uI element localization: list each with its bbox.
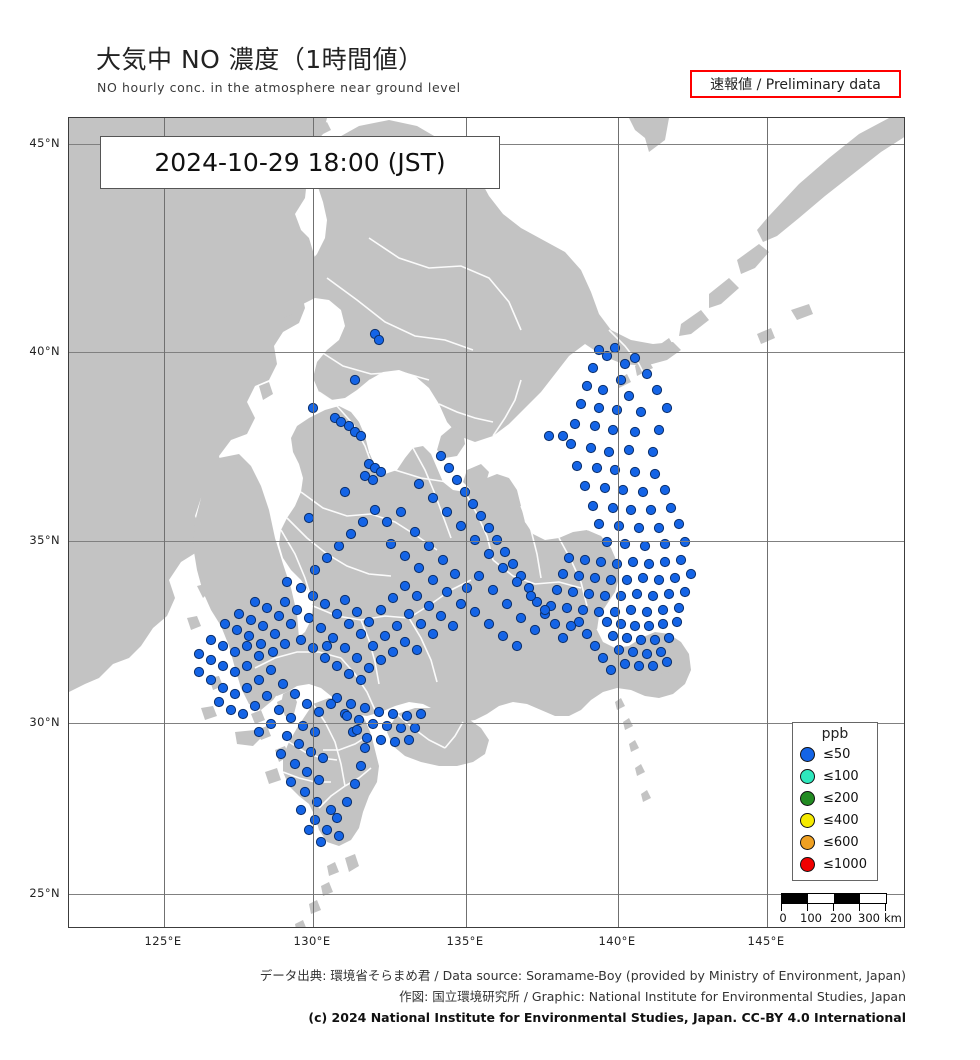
scale-label-unit: km xyxy=(884,911,902,925)
footer: データ出典: 環境省そらまめ君 / Data source: Soramame-… xyxy=(0,965,980,1028)
map-plot-area[interactable] xyxy=(68,117,905,928)
tick-lat-minor xyxy=(68,228,69,229)
tick-lat-35 xyxy=(68,541,69,542)
scale-bar-segments xyxy=(781,893,887,904)
tick-lat-minor xyxy=(68,791,69,792)
legend-swatch-icon xyxy=(800,746,815,762)
legend-label: ≤600 xyxy=(823,834,859,850)
gridline-lat-25 xyxy=(69,894,904,895)
footer-data-source: データ出典: 環境省そらまめ君 / Data source: Soramame-… xyxy=(259,968,906,983)
tick-lat-minor xyxy=(68,686,69,687)
gridline-lon-125 xyxy=(164,118,165,927)
timestamp-box: 2024-10-29 18:00 (JST) xyxy=(100,136,500,189)
scale-label-300: 300 xyxy=(858,911,880,925)
gridline-lon-140 xyxy=(618,118,619,927)
scale-seg-2 xyxy=(834,894,860,903)
tick-lat-30 xyxy=(68,723,69,724)
scale-seg-1 xyxy=(808,894,834,903)
axis-label-lon-140: 140°E xyxy=(598,934,636,948)
legend-item-0[interactable]: ≤50 xyxy=(793,743,877,765)
scale-label-0: 0 xyxy=(779,911,787,925)
axis-label-lat-35: 35°N xyxy=(29,533,60,547)
tick-lat-45 xyxy=(68,144,69,145)
axis-label-lat-40: 40°N xyxy=(29,344,60,358)
footer-copyright: (c) 2024 National Institute for Environm… xyxy=(308,1010,906,1025)
axis-label-lat-25: 25°N xyxy=(29,886,60,900)
scale-label-100: 100 xyxy=(800,911,822,925)
legend-item-5[interactable]: ≤1000 xyxy=(793,853,877,875)
footer-graphic-credit: 作図: 国立環境研究所 / Graphic: National Institut… xyxy=(399,989,906,1004)
legend-label: ≤50 xyxy=(823,746,851,762)
scale-label-200: 200 xyxy=(830,911,852,925)
japan-map-graphic xyxy=(69,118,904,927)
tick-lat-minor xyxy=(68,466,69,467)
tick-lat-minor xyxy=(68,825,69,826)
legend-swatch-icon xyxy=(800,834,815,850)
gridline-lon-145 xyxy=(767,118,768,927)
gridline-lon-135 xyxy=(466,118,467,927)
legend-label: ≤100 xyxy=(823,768,859,784)
gridline-lon-130 xyxy=(313,118,314,927)
scale-bar-ticks xyxy=(781,904,887,911)
legend-swatch-icon xyxy=(800,790,815,806)
axis-label-lon-125: 125°E xyxy=(144,934,182,948)
legend-swatch-icon xyxy=(800,768,815,784)
legend-label: ≤400 xyxy=(823,812,859,828)
tick-lat-25 xyxy=(68,894,69,895)
scale-seg-0 xyxy=(782,894,808,903)
tick-lat-minor xyxy=(68,757,69,758)
tick-lat-minor xyxy=(68,390,69,391)
page-subtitle: NO hourly conc. in the atmosphere near g… xyxy=(97,80,461,95)
axis-label-lon-145: 145°E xyxy=(747,934,785,948)
axis-label-lat-30: 30°N xyxy=(29,715,60,729)
tick-lat-minor xyxy=(68,186,69,187)
tick-lat-minor xyxy=(68,270,69,271)
page-title: 大気中 NO 濃度（1時間値） xyxy=(96,45,424,74)
legend-swatch-icon xyxy=(800,812,815,828)
tick-lat-40 xyxy=(68,352,69,353)
scale-bar-labels: 0 100 200 300 km xyxy=(779,911,902,925)
preliminary-data-badge: 速報値 / Preliminary data xyxy=(690,70,901,98)
legend-title: ppb xyxy=(821,726,849,742)
tick-lat-minor xyxy=(68,311,69,312)
legend-swatch-icon xyxy=(800,856,815,872)
axis-label-lon-135: 135°E xyxy=(446,934,484,948)
tick-lat-minor xyxy=(68,860,69,861)
tick-lat-minor xyxy=(68,428,69,429)
axis-label-lon-130: 130°E xyxy=(293,934,331,948)
tick-lat-minor xyxy=(68,577,69,578)
tick-lat-minor xyxy=(68,504,69,505)
tick-lat-minor xyxy=(68,650,69,651)
legend-item-3[interactable]: ≤400 xyxy=(793,809,877,831)
scale-bar: 0 100 200 300 km xyxy=(779,893,902,925)
tick-lat-minor xyxy=(68,613,69,614)
legend-item-4[interactable]: ≤600 xyxy=(793,831,877,853)
gridline-lat-40 xyxy=(69,352,904,353)
gridline-lat-30 xyxy=(69,723,904,724)
legend-item-1[interactable]: ≤100 xyxy=(793,765,877,787)
axis-label-lat-45: 45°N xyxy=(29,136,60,150)
legend-label: ≤200 xyxy=(823,790,859,806)
gridline-lat-35 xyxy=(69,541,904,542)
scale-seg-3 xyxy=(860,894,886,903)
legend: ppb ≤50 ≤100 ≤200 ≤400 ≤600 ≤1000 xyxy=(792,722,878,881)
legend-item-2[interactable]: ≤200 xyxy=(793,787,877,809)
legend-label: ≤1000 xyxy=(823,856,867,872)
